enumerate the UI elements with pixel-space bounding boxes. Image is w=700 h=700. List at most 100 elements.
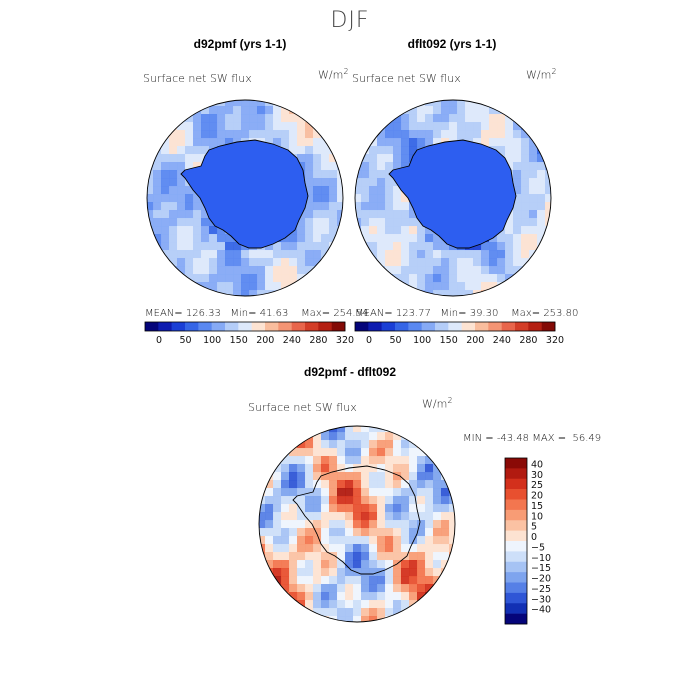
panel2-map-cell xyxy=(355,178,362,187)
panel3-map-cell xyxy=(265,448,274,457)
panel1-map-cell xyxy=(153,146,162,155)
panel1-map-cell xyxy=(177,162,186,171)
panel3-map-cell xyxy=(329,616,338,622)
panel1-map-cell xyxy=(257,290,266,296)
panel3-map-cell xyxy=(409,576,418,585)
panel1-map-cell xyxy=(177,138,186,147)
panel1-map-cell xyxy=(201,130,210,139)
panel1-map-cell xyxy=(313,250,322,259)
panel2-map-cell xyxy=(425,226,434,235)
panel1-map-cell xyxy=(225,122,234,131)
panel1-map-cell xyxy=(169,130,178,139)
panel2-map-cell xyxy=(497,146,506,155)
panel2-map-cell xyxy=(355,282,362,291)
panel2-colorbar-frame xyxy=(354,321,556,332)
panel2-map-cell xyxy=(385,178,394,187)
panel3-map-cell xyxy=(441,600,450,609)
panel2-colorbar-swatch xyxy=(528,322,542,331)
panel2-map-cell xyxy=(409,122,418,131)
panel2-map-cell xyxy=(425,250,434,259)
panel3-map-cell xyxy=(321,576,330,585)
panel3-map-cell xyxy=(425,520,434,529)
panel1-map-cell xyxy=(313,138,322,147)
panel1-map-cell xyxy=(161,100,170,107)
panel3-map-cell xyxy=(337,448,346,457)
panel3-map-cell xyxy=(449,426,455,433)
panel1-map-cell xyxy=(169,122,178,131)
panel2-map-cell xyxy=(393,266,402,275)
panel3-map-cell xyxy=(441,616,450,622)
panel3-map-cell xyxy=(377,448,386,457)
panel2-map-cell xyxy=(433,282,442,291)
panel2-map-cell xyxy=(545,178,551,187)
panel1-map-cell xyxy=(161,234,170,243)
panel2-map-cell xyxy=(457,100,466,107)
panel1-map-cell xyxy=(225,282,234,291)
panel3-map-cell xyxy=(305,496,314,505)
panel1-map-cell xyxy=(297,130,306,139)
panel3-map-cell xyxy=(345,584,354,593)
panel2-map-cell xyxy=(481,242,490,251)
panel2-map-cell xyxy=(473,274,482,283)
panel2-map-cell xyxy=(409,226,418,235)
panel3-map-cell xyxy=(273,528,282,537)
panel3-map-cell xyxy=(417,432,426,441)
panel3-map-cell xyxy=(329,480,338,489)
panel2-colorbar-tick-label: 50 xyxy=(390,335,402,346)
panel3-map-cell xyxy=(289,472,298,481)
panel1-colorbar-tick-label: 200 xyxy=(256,335,274,346)
panel1-map-cell xyxy=(147,122,154,131)
panel2-map-cell xyxy=(505,154,514,163)
panel2-map-cell xyxy=(409,290,418,296)
panel1-map-cell xyxy=(297,100,306,107)
panel3-map-cell xyxy=(259,432,266,441)
panel3-map-cell xyxy=(259,504,266,513)
panel1-map-cell xyxy=(337,258,343,267)
panel1-map-cell xyxy=(233,114,242,123)
panel3-map-cell xyxy=(313,496,322,505)
panel2-map-cell xyxy=(361,202,370,211)
panel2-map-cell xyxy=(377,242,386,251)
panel3-map-cell xyxy=(281,472,290,481)
panel3-map-cell xyxy=(385,576,394,585)
panel3-map-cell xyxy=(377,496,386,505)
panel2-map-antarctica-coastline xyxy=(388,139,517,249)
panel1-map-cell xyxy=(153,122,162,131)
panel3-map-cell xyxy=(449,536,455,545)
panel3-map-cell xyxy=(329,448,338,457)
panel2-map-cell xyxy=(361,122,370,131)
panel2-map-cell xyxy=(473,282,482,291)
panel2-map-cell xyxy=(529,170,538,179)
panel3-map-cell xyxy=(353,520,362,529)
panel3-map-cell xyxy=(353,426,362,433)
panel1-map-cell xyxy=(153,186,162,195)
panel3-map-boundary xyxy=(258,425,456,623)
panel1-map-cell xyxy=(153,170,162,179)
panel3-map-cell xyxy=(425,568,434,577)
panel2-map-cell xyxy=(425,234,434,243)
panel3-map-cell xyxy=(401,544,410,553)
panel3-map-cell xyxy=(369,544,378,553)
panel1-map-cell xyxy=(257,250,266,259)
panel3-map-cell xyxy=(409,536,418,545)
panel3-map-cell xyxy=(433,480,442,489)
panel1-map-cell xyxy=(281,290,290,296)
panel3-map-cell xyxy=(441,520,450,529)
panel3-map-cell xyxy=(393,528,402,537)
panel1-map-cell xyxy=(297,258,306,267)
panel2-map-cell xyxy=(361,100,370,107)
panel1-map-cell xyxy=(329,162,338,171)
panel1-map-cell xyxy=(305,202,314,211)
panel3-map-cell xyxy=(259,608,266,617)
panel2-colorbar-tick-label: 320 xyxy=(546,335,564,346)
panel1-map-cell xyxy=(265,106,274,115)
panel1-map-cell xyxy=(209,106,218,115)
panel2-map-cell xyxy=(417,106,426,115)
panel1-map-cell xyxy=(241,282,250,291)
panel3-map-cell xyxy=(329,584,338,593)
panel3-map-cell xyxy=(305,528,314,537)
panel2-map-cell xyxy=(369,202,378,211)
panel3-map-cell xyxy=(321,544,330,553)
panel3-map-cell xyxy=(259,520,266,529)
panel1-map-cell xyxy=(241,130,250,139)
